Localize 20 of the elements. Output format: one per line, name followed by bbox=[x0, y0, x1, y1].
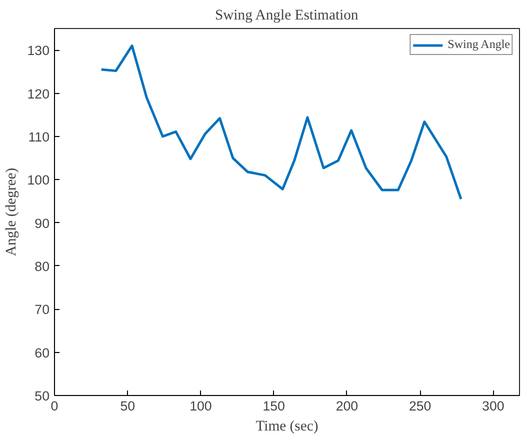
x-tick-label: 100 bbox=[190, 398, 212, 414]
x-tick-label: 250 bbox=[408, 398, 432, 414]
x-axis-title: Time (sec) bbox=[256, 418, 318, 434]
y-axis-title: Angle (degree) bbox=[3, 168, 20, 256]
y-tick-label: 90 bbox=[34, 216, 50, 231]
chart-title: Swing Angle Estimation bbox=[214, 8, 359, 24]
y-tick-label: 50 bbox=[34, 388, 50, 404]
x-tick-label: 300 bbox=[482, 398, 504, 414]
y-tick-label: 120 bbox=[27, 86, 50, 102]
x-tick-label: 0 bbox=[50, 398, 58, 414]
y-tick-label: 130 bbox=[27, 43, 50, 58]
y-tick-label: 110 bbox=[28, 129, 50, 144]
y-tick-label: 70 bbox=[34, 302, 50, 318]
y-tick-label: 80 bbox=[34, 258, 50, 274]
y-tick-label: 60 bbox=[34, 345, 50, 360]
x-tick-label: 150 bbox=[262, 398, 285, 414]
legend-label: Swing Angle bbox=[448, 37, 510, 52]
y-tick-label: 100 bbox=[27, 172, 50, 188]
x-tick-label: 50 bbox=[120, 398, 136, 414]
x-tick-label: 200 bbox=[336, 398, 358, 414]
